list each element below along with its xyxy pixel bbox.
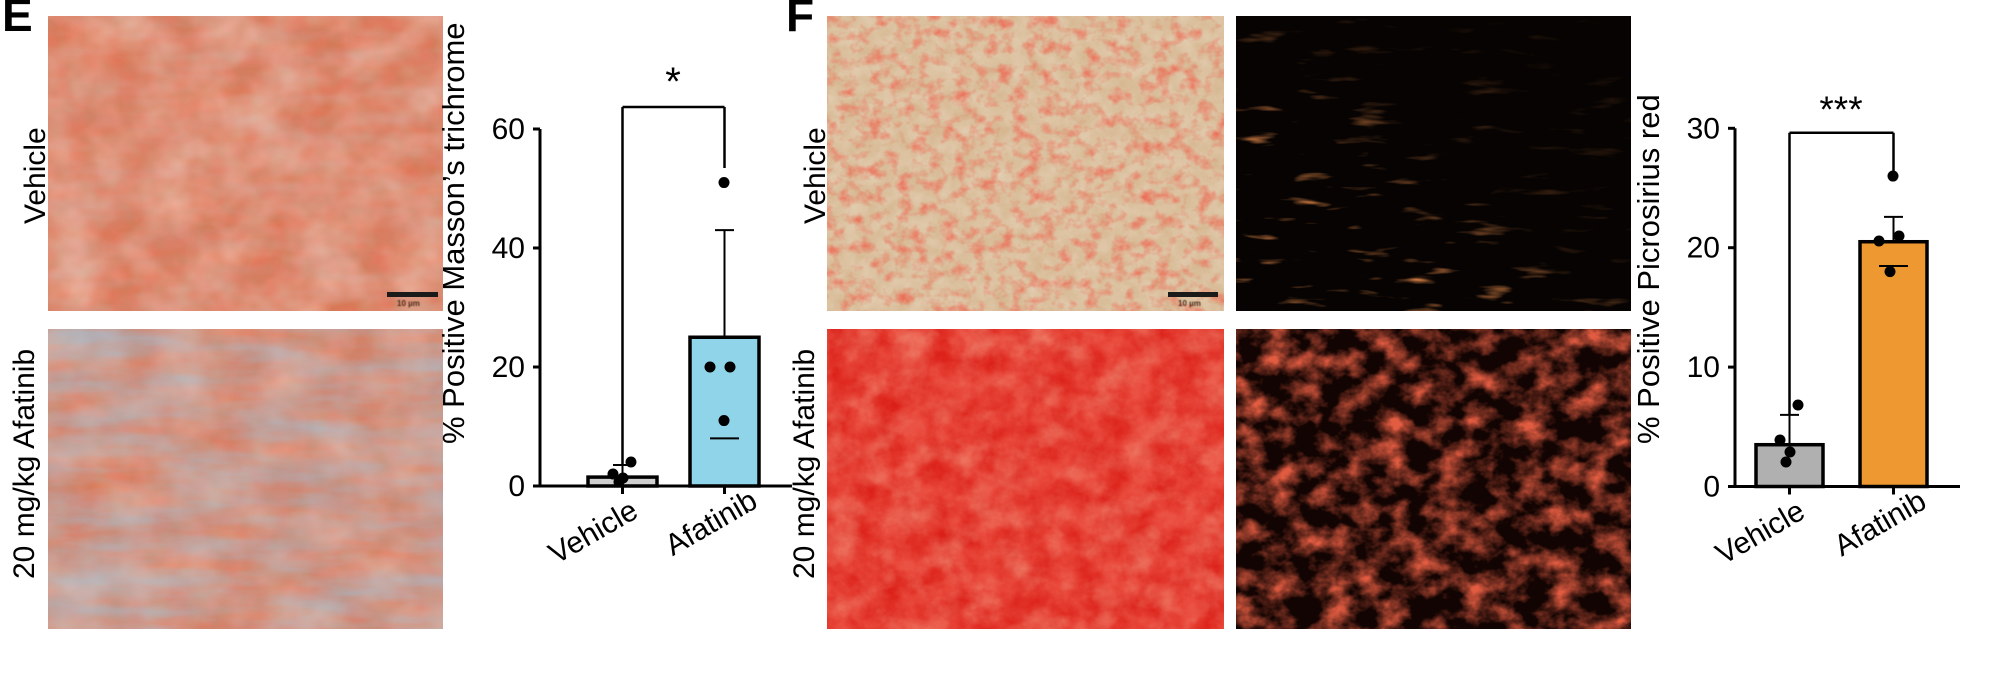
svg-text:10: 10 [1687, 351, 1720, 384]
svg-text:20: 20 [492, 351, 525, 384]
svg-text:40: 40 [492, 232, 525, 265]
svg-text:0: 0 [508, 470, 525, 503]
svg-text:***: *** [1819, 89, 1862, 130]
svg-text:Vehicle: Vehicle [1710, 494, 1810, 571]
svg-text:Vehicle: Vehicle [543, 494, 643, 571]
svg-text:*: * [665, 60, 681, 104]
svg-text:60: 60 [492, 113, 525, 146]
svg-text:30: 30 [1687, 112, 1720, 145]
svg-text:20: 20 [1687, 232, 1720, 265]
svg-text:Afatinib: Afatinib [1829, 484, 1932, 563]
svg-text:Afatinib: Afatinib [660, 484, 763, 563]
svg-text:0: 0 [1703, 471, 1720, 504]
